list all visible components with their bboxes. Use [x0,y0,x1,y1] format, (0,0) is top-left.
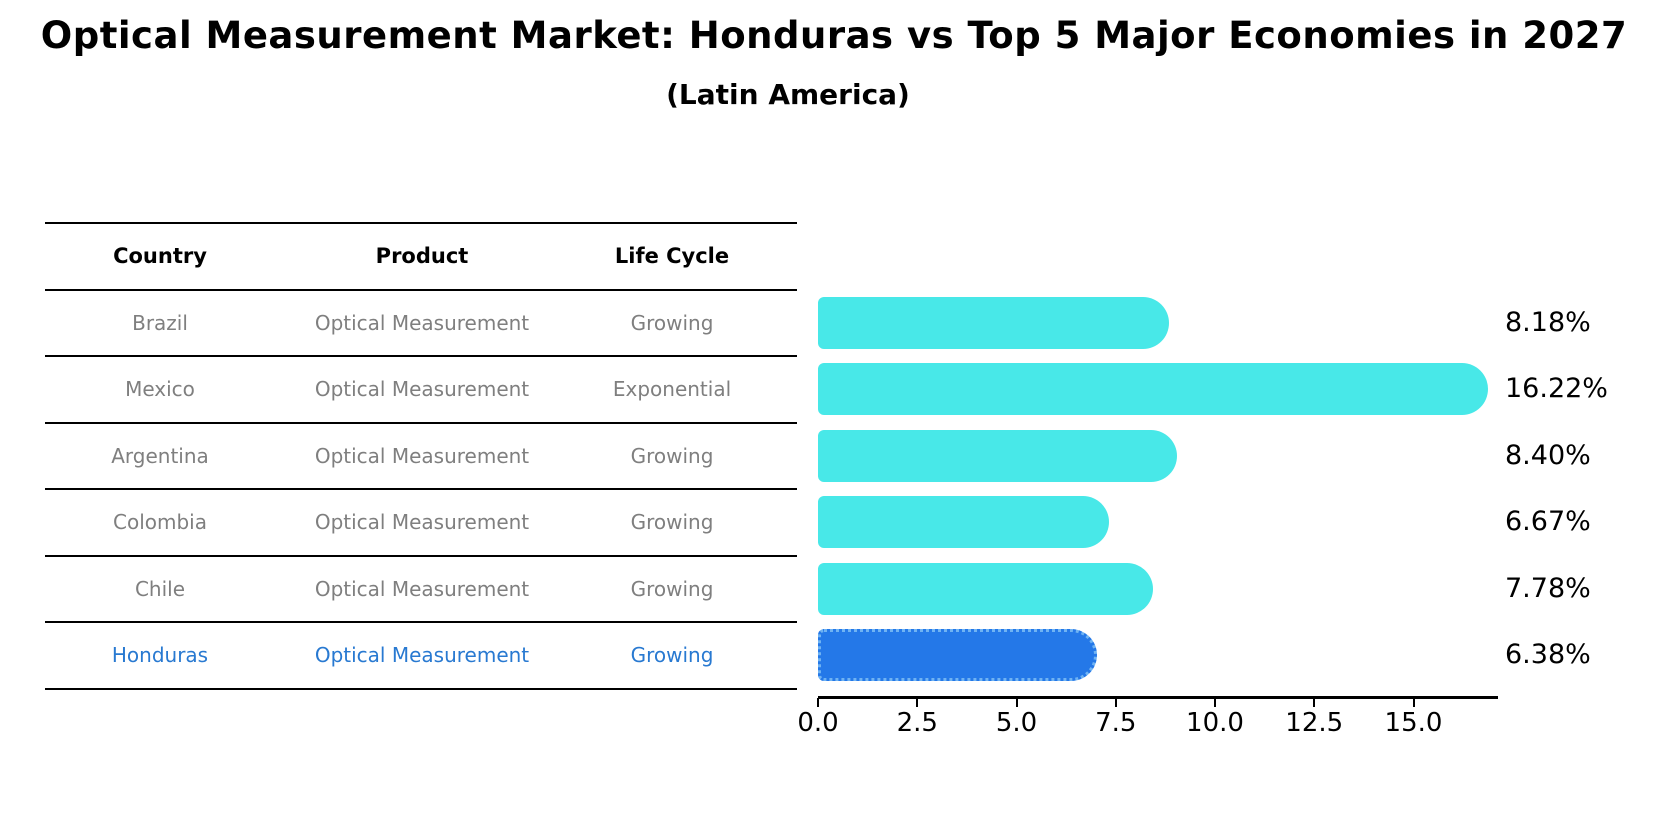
table-header-life-cycle: Life Cycle [614,244,730,269]
table-cell-product-argentina: Optical Measurement [314,443,530,468]
bar-value-label-brazil: 8.18% [1505,306,1591,338]
table-header-product: Product [375,244,469,269]
bar-value-label-mexico: 16.22% [1505,373,1608,405]
x-axis-tick [916,698,919,707]
bar-colombia [818,496,1109,549]
x-axis-tick [817,698,819,707]
bar-argentina [818,429,1178,482]
x-axis-tick-label: 2.5 [896,708,938,738]
table-rule-line [45,288,797,291]
table-cell-product-brazil: Optical Measurement [314,310,530,335]
table-rule-line [45,355,797,357]
bar-chile [818,562,1153,615]
table-rule-line [45,687,797,690]
bar-value-label-argentina: 8.40% [1505,439,1591,471]
x-axis-tick-label: 12.5 [1285,708,1344,738]
table-cell-country-mexico: Mexico [125,377,195,402]
table-cell-country-argentina: Argentina [111,443,209,468]
table-cell-life-cycle-argentina: Growing [630,443,714,468]
table-cell-country-chile: Chile [134,576,186,601]
table-cell-country-colombia: Colombia [113,510,207,535]
table-header-country: Country [113,244,207,269]
x-axis-tick-label: 10.0 [1186,708,1244,738]
table-cell-product-chile: Optical Measurement [314,576,530,601]
table-rule-line [45,554,797,557]
table-cell-life-cycle-chile: Growing [630,576,714,601]
table-cell-country-brazil: Brazil [132,310,188,335]
bar-value-label-honduras: 6.38% [1505,639,1591,671]
x-axis-tick-label: 15.0 [1384,708,1443,738]
table-cell-country-honduras: Honduras [111,643,209,668]
x-axis-spine [818,696,1498,699]
x-axis-tick [1015,698,1018,707]
bar-brazil [818,296,1169,349]
x-axis-tick-label: 5.0 [995,708,1038,738]
table-cell-product-honduras: Optical Measurement [314,643,530,668]
table-cell-product-mexico: Optical Measurement [314,377,530,402]
table-cell-life-cycle-brazil: Growing [630,310,714,335]
bar-value-label-chile: 7.78% [1505,572,1591,604]
x-axis-tick-label: 0.0 [797,708,839,738]
table-cell-life-cycle-colombia: Growing [630,510,714,535]
table-rule-line [45,488,797,490]
bar-honduras [818,629,1098,682]
x-axis-tick [1412,698,1415,707]
page-subtitle: (Latin America) [666,78,910,111]
x-axis-tick-label: 7.5 [1095,708,1137,738]
table-rule-line [45,621,797,623]
table-rule-line [45,222,797,224]
bar-value-label-colombia: 6.67% [1505,506,1591,538]
table-rule-line [45,421,797,424]
table-cell-life-cycle-mexico: Exponential [612,377,732,402]
page-title: Optical Measurement Market: Honduras vs … [40,14,1628,57]
x-axis-tick [1313,698,1316,707]
x-axis-tick [1214,698,1216,707]
table-cell-life-cycle-honduras: Growing [630,643,714,668]
table-cell-product-colombia: Optical Measurement [314,510,530,535]
bar-mexico [818,363,1488,416]
x-axis-tick [1114,698,1117,707]
